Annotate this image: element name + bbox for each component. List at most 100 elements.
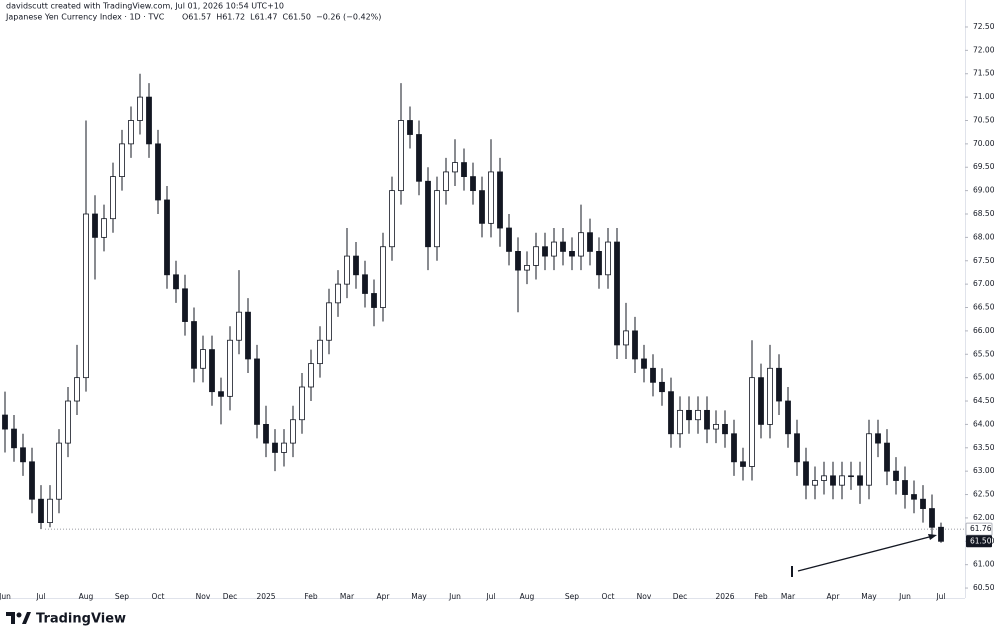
candle-body [605, 241, 611, 276]
x-tick-label: 2025 [256, 592, 275, 601]
last-price-label: 61.50 [970, 536, 992, 545]
x-tick-label: May [411, 592, 427, 601]
x-tick-label: Sep [115, 592, 129, 601]
candle-body [38, 498, 44, 523]
y-tick-label: 72.50 [973, 22, 995, 31]
candle-body [209, 349, 215, 393]
candle-body [875, 433, 881, 444]
candle-body [596, 251, 602, 276]
candle-body [812, 480, 818, 486]
candle-body [20, 447, 26, 463]
candle-body [506, 227, 512, 252]
candle-body [2, 414, 8, 430]
candle-body [938, 526, 944, 542]
x-tick-label: Jul [935, 592, 945, 601]
x-tick-label: Jun [898, 592, 911, 601]
candle-body [290, 419, 296, 444]
candle-body [929, 508, 935, 528]
candle-body [704, 409, 710, 430]
candle-body [587, 232, 593, 252]
candle-body [119, 143, 125, 177]
candle-body [488, 171, 494, 224]
candle-body [362, 274, 368, 294]
candle-body [650, 367, 656, 383]
candle-body [281, 442, 287, 453]
candle-body [191, 321, 197, 369]
y-tick-label: 69.50 [973, 162, 995, 171]
y-tick-label: 68.00 [973, 232, 995, 241]
candle-body [65, 400, 71, 444]
y-tick-label: 64.50 [973, 396, 995, 405]
x-tick-label: Nov [637, 592, 652, 601]
candle-body [317, 339, 323, 365]
x-tick-label: May [861, 592, 877, 601]
candle-body [47, 498, 53, 523]
candle-body [758, 377, 764, 425]
y-tick-label: 66.00 [973, 326, 995, 335]
candle-body [641, 358, 647, 369]
candle-body [245, 311, 251, 360]
candle-body [839, 475, 845, 486]
y-tick-label: 69.00 [973, 186, 995, 195]
candle-body [326, 302, 332, 341]
candle-body [443, 171, 449, 192]
candle-body [299, 386, 305, 421]
candle-body [560, 241, 566, 252]
candle-body [164, 199, 170, 276]
legend-value: C61.50 [282, 13, 311, 22]
candle-body [83, 213, 89, 379]
x-tick-label: Dec [223, 592, 238, 601]
candle-body [353, 255, 359, 276]
candle-body [29, 461, 35, 500]
x-tick-label: Nov [196, 592, 211, 601]
reference-price-tag [965, 522, 993, 536]
y-tick-label: 66.50 [973, 303, 995, 312]
candle-body [335, 283, 341, 304]
candle-body [200, 349, 206, 369]
candle-body [470, 176, 476, 192]
candle-body [101, 218, 107, 238]
legend-value: L61.47 [250, 13, 277, 22]
candle-body [434, 190, 440, 248]
candle-body [263, 424, 269, 444]
candle-body [272, 442, 278, 453]
x-tick-label: Aug [520, 592, 535, 601]
y-tick-label: 67.50 [973, 256, 995, 265]
brand-name: TradingView [36, 612, 126, 627]
y-tick-label: 65.00 [973, 373, 995, 382]
y-tick-label: 62.00 [973, 513, 995, 522]
y-tick-label: 70.50 [973, 115, 995, 124]
legend-value: −0.26 (−0.42%) [316, 13, 381, 22]
candle-body [632, 330, 638, 360]
x-tick-label: Jul [35, 592, 45, 601]
candle-body [74, 377, 80, 402]
candle-body [515, 251, 521, 271]
candle-body [866, 433, 872, 486]
candle-body [668, 391, 674, 435]
candle-body [236, 311, 242, 341]
candle-body [848, 475, 854, 478]
x-tick-label: Dec [673, 592, 688, 601]
candle-body [659, 381, 665, 393]
candle-body [479, 190, 485, 224]
x-tick-label: Apr [827, 592, 841, 601]
candle-body [497, 171, 503, 229]
candle-body [344, 255, 350, 285]
last-price-tag [966, 535, 992, 548]
x-tick-label: Feb [304, 592, 318, 601]
y-tick-label: 62.50 [973, 490, 995, 499]
x-tick-label: Aug [79, 592, 94, 601]
candle-body [578, 232, 584, 257]
candle-body [380, 246, 386, 308]
x-tick-label: Jun [0, 592, 11, 601]
candle-body [524, 265, 530, 271]
y-tick-label: 63.00 [973, 466, 995, 475]
candle-body [533, 246, 539, 266]
y-tick-label: 63.50 [973, 443, 995, 452]
candle-body [749, 377, 755, 467]
candle-body [902, 480, 908, 495]
x-tick-label: Oct [152, 592, 165, 601]
ohlc-legend: O61.57 H61.72 L61.47 C61.50 −0.26 (−0.42%) [182, 13, 381, 22]
reference-price-label: 61.76 [970, 524, 992, 533]
